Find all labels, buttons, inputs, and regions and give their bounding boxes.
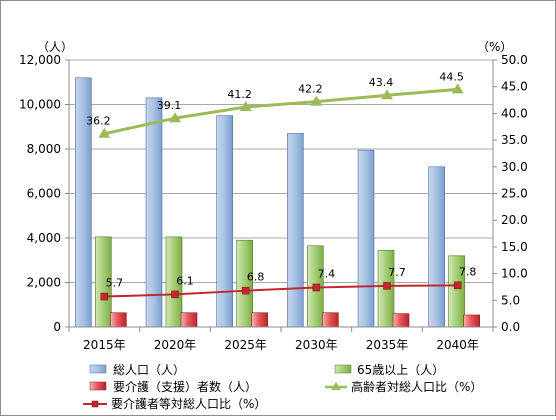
care-ratio-marker: [241, 286, 250, 295]
elderly-ratio-data-label: 42.2: [298, 83, 323, 96]
care-ratio-marker: [453, 281, 462, 290]
elderly-ratio-data-label: 36.2: [86, 115, 111, 128]
right-axis-tick-label: 25.0: [501, 187, 528, 201]
elderly-ratio-marker: [381, 89, 393, 100]
legend-label-care-count: 要介護（支援）者数（人）: [113, 379, 257, 394]
left-axis-tick-label: 2,000: [27, 276, 61, 290]
elderly-ratio-line: [104, 87, 458, 136]
x-axis-tick-label: 2020年: [154, 338, 197, 352]
care-count-bar: [463, 314, 480, 328]
x-axis-tick-label: 2035年: [366, 338, 409, 352]
right-axis-tick-label: 5.0: [501, 293, 520, 307]
x-axis-tick-label: 2015年: [83, 338, 126, 352]
right-axis-tick-label: 15.0: [501, 240, 528, 254]
care-ratio-data-label: 7.7: [388, 266, 406, 279]
left-axis-tick-label: 0: [53, 320, 61, 334]
total-population-bar: [145, 97, 163, 328]
left-axis-tick-label: 10,000: [19, 98, 61, 112]
legend-item-elderly-ratio: 高齢者対総人口比（%）: [325, 379, 482, 394]
care-ratio-marker: [171, 290, 179, 299]
elderly-ratio-marker: [98, 127, 111, 138]
lines: [98, 83, 464, 301]
care-ratio-marker: [312, 283, 321, 292]
care-ratio-data-label: 7.8: [459, 265, 477, 278]
total-population-bar: [357, 149, 375, 328]
care-count-bar: [180, 312, 198, 328]
care-ratio-data-label: 5.7: [106, 277, 124, 290]
elderly-ratio-data-label: 39.1: [157, 99, 182, 112]
left-axis-tick-label: 6,000: [27, 187, 61, 201]
right-axis-tick-label: 50.0: [501, 53, 528, 67]
right-axis-tick-label: 40.0: [501, 106, 528, 120]
right-axis-tick-label: 30.0: [501, 160, 528, 174]
legend-label-elderly-population: 65歳以上（人）: [357, 363, 444, 377]
right-axis-tick-label: 35.0: [501, 133, 528, 147]
x-axis-tick-label: 2025年: [224, 338, 267, 352]
axes: （人） （%） 0 2,000 4,000 6,000 8,000 10,000 12,00…: [19, 40, 528, 352]
legend-label-care-ratio: 要介護者等対総人口比（%）: [111, 396, 266, 411]
legend-marker-care-ratio: [91, 400, 99, 408]
legend-item-care-count: 要介護（支援）者数（人）: [89, 379, 257, 394]
x-axis-tick-label: 2040年: [436, 338, 479, 352]
data-labels: 36.2 39.1 41.2 42.2 43.4 44.5 5.7 6.1 6.8 7.4 7.7 7…: [86, 70, 476, 289]
left-axis-tick-label: 8,000: [27, 142, 61, 156]
legend-label-elderly-ratio: 高齢者対総人口比（%）: [351, 379, 482, 394]
bars: [75, 77, 480, 328]
legend-label-total-population: 総人口（人）: [113, 363, 185, 377]
x-axis-tick-label: 2030年: [295, 338, 338, 352]
right-axis-tick-label: 45.0: [501, 80, 528, 94]
total-population-bar: [287, 133, 304, 328]
left-axis-tick-label: 4,000: [27, 231, 61, 245]
care-ratio-marker: [383, 282, 391, 290]
legend-item-elderly-population: 65歳以上（人）: [334, 363, 444, 377]
left-axis-tick-label: 12,000: [19, 53, 61, 67]
right-axis-unit-label: （%）: [477, 40, 512, 54]
elderly-ratio-data-label: 44.5: [439, 70, 464, 83]
elderly-ratio-marker: [239, 100, 252, 111]
legend-marker-elderly-ratio: [331, 382, 341, 390]
care-ratio-data-label: 7.4: [318, 267, 336, 280]
right-axis-tick-label: 20.0: [501, 213, 528, 227]
care-count-bar: [392, 313, 410, 328]
elderly-ratio-marker: [169, 112, 181, 123]
care-ratio-marker: [100, 292, 109, 301]
elderly-ratio-data-label: 43.4: [369, 76, 394, 89]
legend-swatch-total-population: [89, 364, 107, 374]
right-axis-tick-label: 0.0: [501, 320, 520, 334]
care-count-bar: [251, 312, 268, 328]
care-count-bar: [322, 312, 339, 328]
legend-swatch-elderly-population: [334, 364, 352, 374]
care-ratio-data-label: 6.8: [247, 271, 265, 284]
total-population-bar: [428, 166, 445, 328]
legend-item-total-population: 総人口（人）: [89, 363, 185, 377]
right-axis-tick-label: 10.0: [501, 267, 528, 281]
total-population-bar: [216, 115, 233, 328]
care-ratio-data-label: 6.1: [176, 274, 194, 287]
legend-swatch-care-count: [89, 381, 107, 391]
left-axis-unit-label: （人）: [37, 40, 73, 54]
legend: 総人口（人） 65歳以上（人） 要介護（支援）者数（人） 高齢者対総人口比（%）…: [83, 363, 482, 411]
elderly-ratio-marker: [310, 95, 323, 106]
elderly-ratio-marker: [451, 83, 464, 94]
care-count-bar: [110, 312, 127, 328]
care-ratio-line: [104, 284, 458, 298]
legend-item-care-ratio: 要介護者等対総人口比（%）: [83, 396, 266, 411]
elderly-ratio-data-label: 41.2: [227, 88, 252, 101]
